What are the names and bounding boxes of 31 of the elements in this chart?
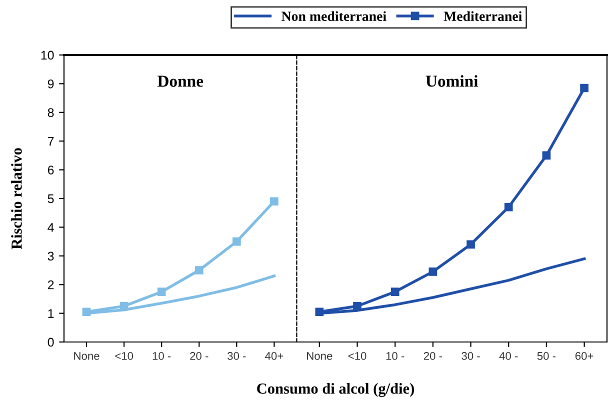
y-tick-label: 2 (48, 280, 54, 290)
y-tick-label: 10 (41, 50, 54, 60)
y-tick-label: 0 (48, 338, 54, 347)
x-tick-label: 10 - (386, 352, 404, 360)
x-tick-label: <10 (348, 352, 366, 360)
x-tick-label: 20 - (190, 352, 208, 360)
legend-label: Non mediterranei (282, 11, 386, 21)
y-tick-label: 9 (48, 80, 54, 88)
y-tick-label: 3 (48, 252, 54, 261)
x-axis-title: Consumo di alcol (g/die) (257, 383, 414, 397)
text: Uomini (426, 75, 478, 87)
text: Donne (158, 76, 204, 87)
y-axis-title: Rischio relativo (11, 148, 22, 250)
x-tick-label: 10 - (152, 352, 171, 360)
y-tick-label: 8 (48, 108, 54, 118)
y-tick-label: 7 (48, 137, 54, 146)
x-tick-label: 30 - (462, 352, 480, 360)
y-tick-label: 4 (48, 223, 54, 232)
x-tick-label: 50 - (537, 352, 556, 360)
x-tick-label: None (307, 352, 332, 360)
x-tick-label: <10 (115, 352, 134, 360)
y-tick-label: 6 (48, 166, 54, 174)
legend-label: Mediterranei (444, 11, 522, 21)
x-tick-label: 40+ (265, 352, 284, 360)
x-tick-label: None (74, 352, 100, 360)
y-tick-label: 1 (48, 309, 54, 318)
x-tick-label: 40 - (499, 352, 518, 360)
x-tick-label: 30 - (228, 352, 246, 360)
x-tick-label: 20 - (424, 352, 442, 360)
x-tick-label: 60+ (575, 352, 594, 360)
y-tick-label: 5 (48, 194, 54, 204)
